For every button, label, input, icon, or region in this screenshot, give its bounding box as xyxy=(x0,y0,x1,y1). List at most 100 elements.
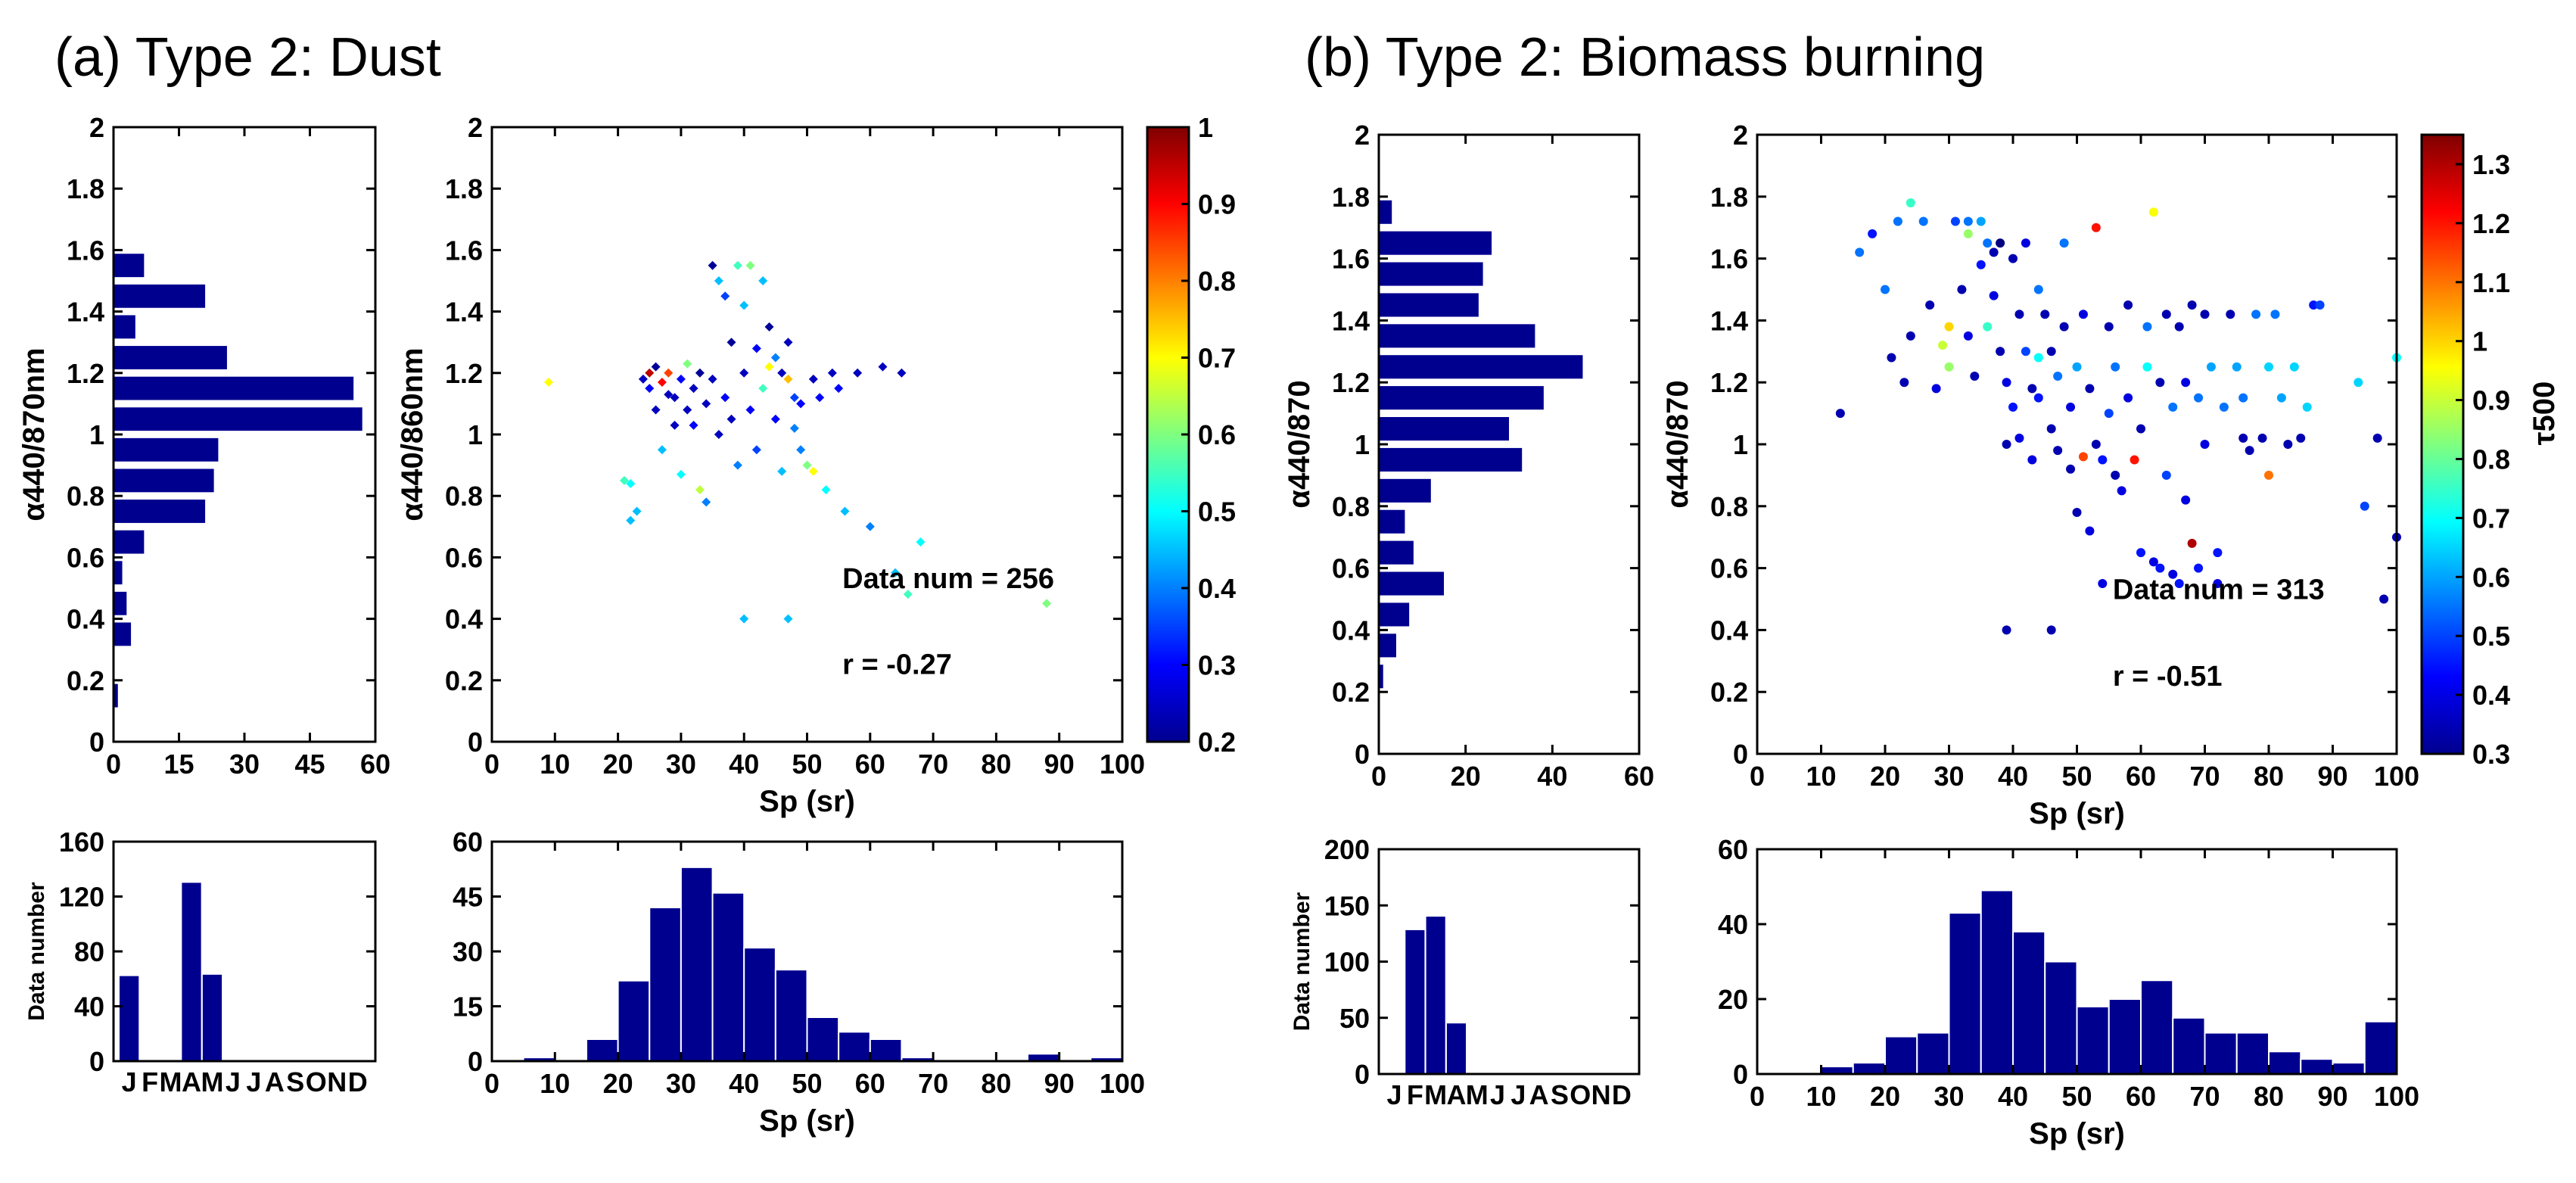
panel-b-sp-bar xyxy=(2235,1032,2270,1076)
panel-b-scatter-ytick-label: 1.8 xyxy=(1710,182,1748,213)
panel-b-colorbar-tick-label: 0.7 xyxy=(2472,503,2510,534)
panel-b-sp-bar xyxy=(1916,1032,1950,1076)
panel-b-scatter-point xyxy=(2142,362,2152,372)
panel-a-scatter-point xyxy=(739,300,749,310)
panel-b-alpha-bar xyxy=(1379,262,1483,286)
panel-b-scatter-point xyxy=(1963,216,1973,226)
panel-b-group: 00.20.40.60.811.21.41.61.820 20 40 60α440/8… xyxy=(1283,120,2561,1150)
panel-b-scatter-point xyxy=(1906,198,1915,207)
panel-a-month-label: N xyxy=(327,1066,347,1097)
panel-b-scatter-point xyxy=(2200,440,2210,449)
panel-b-scatter-xtick-label: 20 xyxy=(1870,761,1900,792)
panel-b-alpha-xtick-label: 20 xyxy=(1451,761,1481,792)
panel-b-scatter-point xyxy=(1893,216,1902,226)
panel-b-scatter-point xyxy=(2354,378,2363,388)
panel-a-scatter-xtick-label: 0 xyxy=(484,749,499,780)
panel-a-scatter-point xyxy=(1042,599,1052,609)
plots-layer: 00.20.40.60.811.21.41.61.820 15 30 45 60α440… xyxy=(17,112,2561,1150)
panel-b-scatter-xtick-label: 60 xyxy=(2126,761,2156,792)
panel-b-sp-xtick-label: 10 xyxy=(1806,1081,1836,1112)
panel-b-scatter-point xyxy=(2161,310,2171,319)
panel-a-scatter-point xyxy=(916,537,926,547)
panel-b-scatter-point xyxy=(1881,285,1890,294)
panel-a-alpha-ytick-label: 0.6 xyxy=(67,542,104,573)
panel-a-scatter-point xyxy=(802,460,812,470)
panel-b-colorbar-tick-label: 1.1 xyxy=(2472,267,2510,298)
panel-b-scatter-point xyxy=(2213,579,2223,589)
panel-a-scatter-point xyxy=(720,291,730,301)
panel-b-scatter-point xyxy=(1868,229,1878,238)
panel-b-scatter-xtick-label: 90 xyxy=(2317,761,2347,792)
panel-a-scatter-point xyxy=(632,506,642,516)
panel-b-scatter-point xyxy=(2053,372,2063,381)
panel-b-scatter-point xyxy=(2021,238,2030,248)
panel-a-alpha-ylabel: α440/870nm xyxy=(17,347,51,521)
panel-b-scatter-point xyxy=(1906,331,1915,341)
panel-b-scatter-point xyxy=(2123,300,2133,310)
panel-b-scatter-point xyxy=(1963,229,1973,238)
panel-b-sp-bar xyxy=(1980,889,2014,1075)
panel-b-sp-bar xyxy=(2012,930,2046,1076)
panel-b-scatter-point xyxy=(2148,207,2158,217)
panel-a-alpha-bar xyxy=(114,622,132,646)
panel-b-scatter-xtick-label: 80 xyxy=(2254,761,2284,792)
panel-a-scatter-point xyxy=(764,362,774,372)
panel-a-sp-ytick-label: 45 xyxy=(453,882,483,913)
panel-b-scatter-ytick-label: 0.6 xyxy=(1710,553,1748,584)
panel-b-scatter-point xyxy=(2085,526,2095,536)
panel-b-scatter-point xyxy=(1957,285,1967,294)
panel-b-scatter-point xyxy=(2046,424,2056,434)
panel-a-sp-xtick-label: 90 xyxy=(1044,1068,1075,1099)
panel-b-scatter-ytick-label: 1.6 xyxy=(1710,244,1748,275)
panel-b-scatter-point xyxy=(2213,548,2223,558)
panel-a-scatter-point xyxy=(708,374,717,384)
panel-b-scatter-point xyxy=(1976,216,1986,226)
panel-b-sp-xtick-label: 40 xyxy=(1998,1081,2028,1112)
panel-a-month-label: A xyxy=(265,1066,285,1097)
panel-a-scatter-point xyxy=(751,445,761,455)
panel-a-scatter-point xyxy=(676,374,686,384)
panel-b-sp-ytick-label: 0 xyxy=(1733,1059,1748,1090)
panel-b-scatter-xtick-label: 70 xyxy=(2189,761,2220,792)
panel-a-scatter-point xyxy=(808,466,818,476)
panel-b-colorbar-label: τ500 xyxy=(2528,381,2561,446)
panel-b-scatter-point xyxy=(2181,495,2191,505)
panel-b-month-ytick-label: 100 xyxy=(1324,947,1370,978)
panel-b-scatter-point xyxy=(2302,402,2312,412)
panel-a-scatter-xtick-label: 60 xyxy=(855,749,885,780)
panel-a-group: 00.20.40.60.811.21.41.61.820 15 30 45 60α440… xyxy=(17,112,1236,1138)
panel-a-scatter-point xyxy=(796,445,806,455)
panel-b-sp-xtick-label: 70 xyxy=(2189,1081,2220,1112)
panel-b-scatter-point xyxy=(2021,347,2030,356)
panel-b-sp-xtick-label: 90 xyxy=(2317,1081,2347,1112)
panel-b-scatter-point xyxy=(2238,393,2248,403)
panel-b-alpha-ytick-label: 2 xyxy=(1355,120,1370,151)
panel-b-sp-xtick-label: 80 xyxy=(2254,1081,2284,1112)
panel-b-colorbar-gradient xyxy=(2420,133,2465,755)
panel-a-scatter-ytick-label: 0.4 xyxy=(445,604,483,635)
panel-a-scatter-ytick-label: 1 xyxy=(468,419,483,450)
panel-a-sp-bar xyxy=(585,1038,619,1062)
panel-b-sp-bar xyxy=(2140,979,2174,1075)
panel-a-colorbar-tick-label: 0.3 xyxy=(1198,650,1236,681)
panel-b-month-label: J xyxy=(1510,1079,1526,1110)
panel-a-alpha-ytick-label: 1.4 xyxy=(67,297,104,328)
panel-a-month-label: S xyxy=(286,1066,304,1097)
panel-a-scatter-point xyxy=(683,405,692,415)
panel-a-sp-bar xyxy=(806,1016,840,1062)
panel-a-alpha-bar xyxy=(114,346,227,369)
panel-b-alpha-bar xyxy=(1379,231,1492,255)
panel-b-scatter-point xyxy=(2033,353,2043,363)
panel-a-scatter-ytick-label: 1.8 xyxy=(445,173,483,204)
panel-b-scatter-point xyxy=(2283,440,2293,449)
panel-b-colorbar-tick-label: 1.3 xyxy=(2472,149,2510,180)
panel-a-alpha-bar xyxy=(114,500,206,523)
panel-b-sp-bar xyxy=(1884,1035,1918,1075)
panel-a-scatter-point xyxy=(789,393,799,403)
panel-b-alpha-ytick-label: 0.2 xyxy=(1332,677,1370,708)
panel-b-month-ytick-label: 0 xyxy=(1355,1059,1370,1090)
panel-a-colorbar-tick-label: 0.9 xyxy=(1198,189,1236,220)
panel-b-scatter-point xyxy=(2008,254,2018,263)
panel-a-scatter-point xyxy=(689,384,698,394)
panel-b-sp-histogram: 0 20 40 60 0 10 20 30 40 50 60 70 80 90 100 Sp (sr) xyxy=(1718,834,2419,1150)
